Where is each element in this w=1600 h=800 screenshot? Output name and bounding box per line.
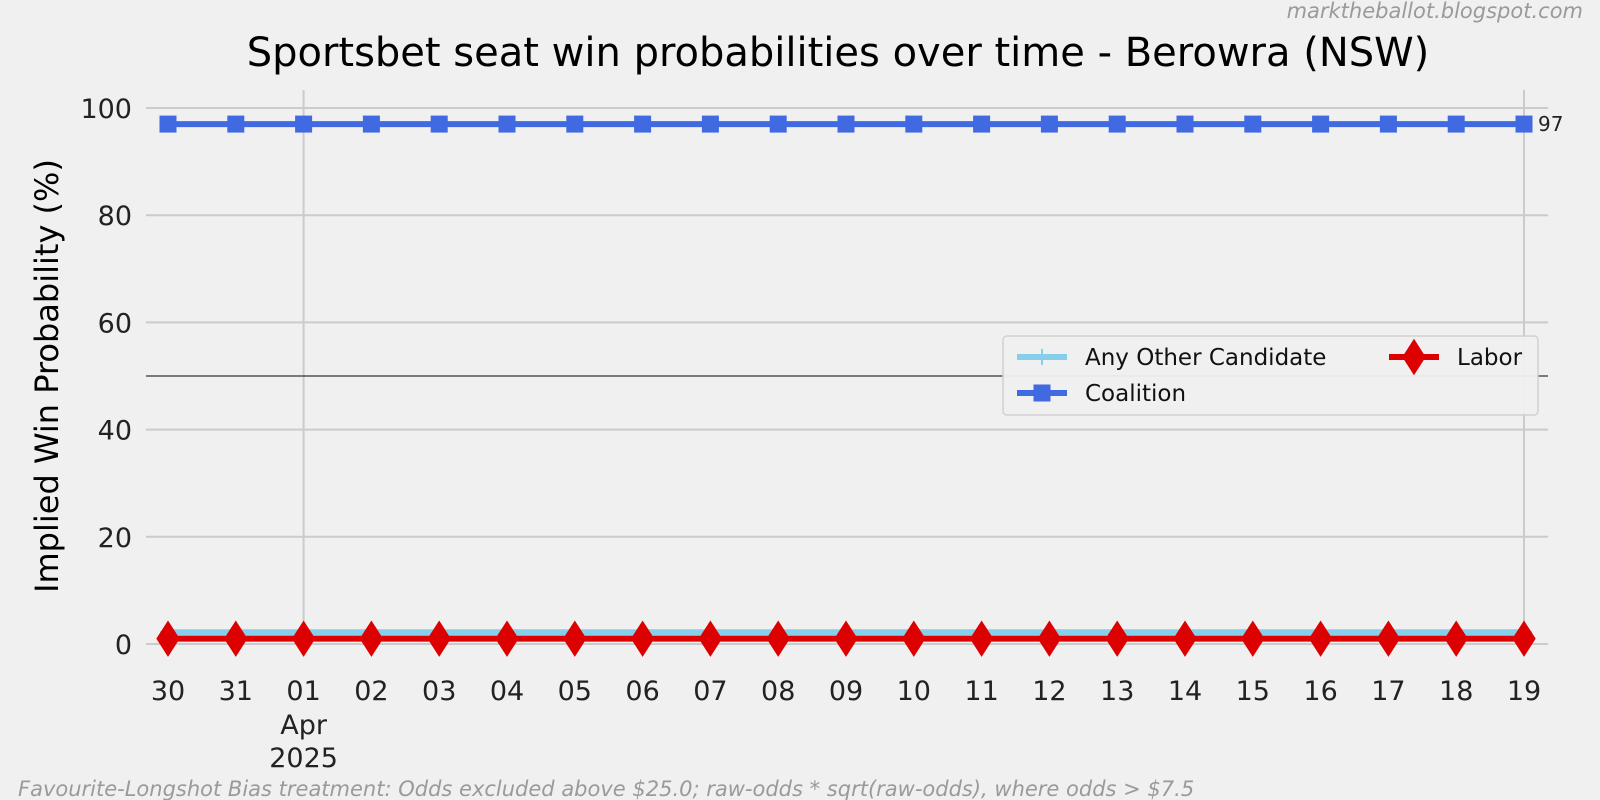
x-tick-label: 03 [422, 676, 456, 707]
data-point [905, 115, 923, 133]
x-tick-label: 16 [1303, 676, 1337, 707]
x-tick-label: 08 [761, 676, 795, 707]
data-point [1173, 620, 1197, 657]
x-tick-label: 04 [490, 676, 524, 707]
x-tick-sublabel: Apr [280, 710, 328, 741]
data-point [973, 115, 991, 133]
data-point [634, 115, 652, 133]
data-point [1512, 620, 1536, 657]
legend-label: Labor [1457, 345, 1523, 371]
data-point [295, 115, 313, 133]
x-tick-label: 14 [1168, 676, 1202, 707]
data-point [630, 620, 655, 657]
data-point [291, 620, 316, 657]
data-point [1312, 115, 1330, 133]
data-point [1105, 620, 1129, 657]
x-tick-sublabel: 2025 [269, 743, 338, 774]
series-group: 97 [156, 112, 1563, 657]
y-tick-label: 60 [98, 308, 132, 339]
series-coalition: 97 [159, 112, 1563, 136]
data-point [1379, 115, 1397, 133]
legend: Any Other Candidate Labor Coalition [1002, 335, 1539, 416]
data-point [1447, 115, 1465, 133]
data-point [1376, 620, 1401, 657]
data-point [1108, 115, 1126, 133]
data-point [701, 115, 719, 133]
tick-labels: 0 20 40 60 80 100 30 31 01 02 03 04 05 06 07 08 09 10 11 12… [80, 94, 1541, 774]
x-tick-label: 02 [354, 676, 388, 707]
x-tick-label: 07 [693, 676, 727, 707]
data-point [1040, 115, 1058, 133]
data-point [1241, 620, 1265, 657]
data-point [902, 620, 926, 657]
y-axis-label: Implied Win Probability (%) [28, 159, 66, 593]
data-point [1308, 620, 1333, 657]
x-tick-label: 01 [286, 676, 320, 707]
x-tick-label: 09 [829, 676, 863, 707]
data-point [698, 620, 723, 657]
x-tick-label: 30 [151, 676, 185, 707]
x-tick-label: 19 [1507, 676, 1541, 707]
data-point [1244, 115, 1262, 133]
x-tick-label: 06 [625, 676, 659, 707]
end-label: 97 [1538, 112, 1563, 136]
data-point [1402, 338, 1426, 376]
data-point [430, 115, 448, 133]
data-point [495, 620, 519, 657]
data-point [359, 620, 384, 657]
footnote: Favourite-Longshot Bias treatment: Odds … [18, 777, 1194, 800]
data-point [1034, 349, 1050, 365]
data-point [1033, 384, 1051, 402]
data-point [498, 115, 516, 133]
y-tick-label: 80 [98, 201, 132, 232]
watermark: marktheballot.blogspot.com [1287, 0, 1583, 23]
data-point [834, 620, 858, 657]
data-point [1444, 620, 1468, 657]
data-point [427, 620, 451, 657]
x-tick-label: 11 [964, 676, 998, 707]
series-labor [156, 620, 1536, 657]
data-point [362, 115, 380, 133]
legend-label: Any Other Candidate [1085, 345, 1326, 371]
x-tick-label: 15 [1236, 676, 1270, 707]
data-point [1176, 115, 1194, 133]
x-tick-label: 31 [219, 676, 253, 707]
data-point [224, 620, 248, 657]
y-tick-label: 40 [98, 416, 132, 447]
y-tick-label: 100 [80, 94, 132, 125]
data-point [969, 620, 994, 657]
data-point [766, 620, 790, 657]
data-point [1515, 115, 1533, 133]
data-point [563, 620, 587, 657]
data-point [769, 115, 787, 133]
x-tick-label: 05 [558, 676, 592, 707]
x-tick-label: 12 [1032, 676, 1066, 707]
data-point [566, 115, 584, 133]
data-point [1037, 620, 1062, 657]
x-tick-label: 10 [897, 676, 931, 707]
legend-item-labor: Labor [1389, 338, 1523, 376]
y-tick-label: 0 [115, 630, 132, 661]
data-point [227, 115, 245, 133]
chart-title: Sportsbet seat win probabilities over ti… [247, 30, 1430, 76]
x-tick-label: 18 [1439, 676, 1473, 707]
data-point [156, 620, 180, 657]
x-tick-label: 17 [1371, 676, 1405, 707]
legend-item-any-other-candidate: Any Other Candidate [1017, 345, 1326, 371]
legend-label: Coalition [1085, 381, 1186, 407]
data-point [159, 115, 177, 133]
y-tick-label: 20 [98, 523, 132, 554]
legend-item-coalition: Coalition [1017, 381, 1186, 407]
x-tick-label: 13 [1100, 676, 1134, 707]
data-point [837, 115, 855, 133]
